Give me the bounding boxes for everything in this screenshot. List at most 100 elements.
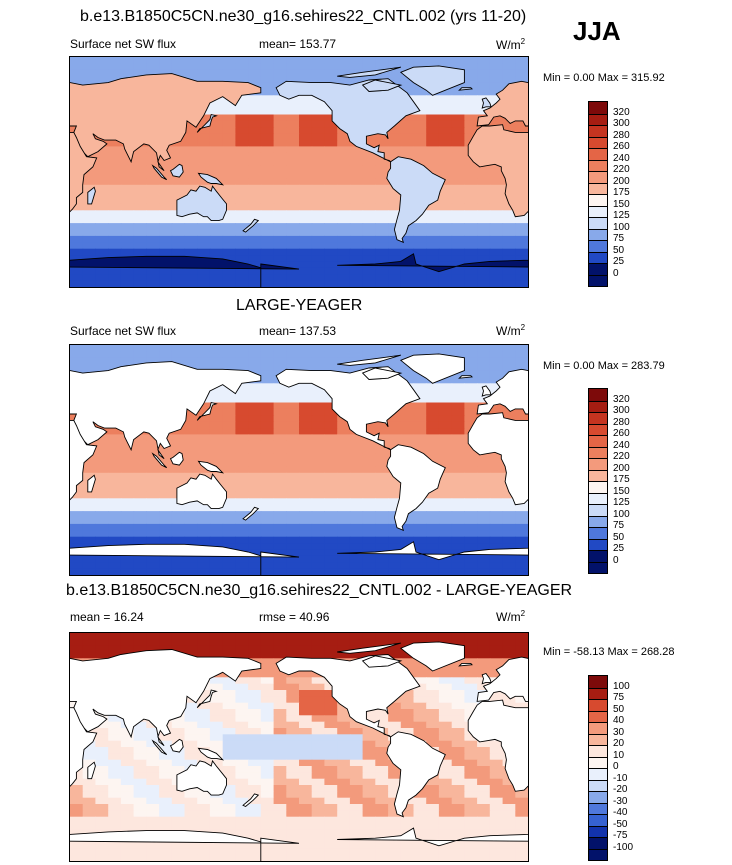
field-cell xyxy=(159,453,173,461)
field-cell xyxy=(184,146,198,154)
field-cell xyxy=(438,785,453,792)
field-cell xyxy=(222,753,236,761)
field-cell xyxy=(159,810,173,818)
field-cell xyxy=(108,530,122,538)
field-cell xyxy=(349,248,364,256)
field-cell xyxy=(260,440,275,448)
field-cell xyxy=(159,759,173,767)
field-cell xyxy=(324,108,338,116)
field-cell xyxy=(248,759,262,767)
colorbar-swatch xyxy=(589,274,607,286)
field-cell xyxy=(451,210,465,218)
field-cell xyxy=(311,696,325,704)
field-cell xyxy=(400,408,415,416)
field-cell xyxy=(82,523,96,531)
field-cell xyxy=(222,447,236,455)
field-cell xyxy=(400,823,415,830)
field-cell xyxy=(273,210,287,218)
field-cell xyxy=(260,63,275,71)
field-cell xyxy=(400,652,415,659)
field-cell xyxy=(438,57,453,64)
field-cell xyxy=(489,178,504,186)
field-cell xyxy=(82,76,96,84)
field-cell xyxy=(235,498,249,506)
field-cell xyxy=(311,702,325,710)
field-cell xyxy=(477,530,491,538)
field-cell xyxy=(324,63,338,71)
field-cell xyxy=(197,536,211,544)
field-cell xyxy=(222,485,236,493)
field-cell xyxy=(209,159,224,167)
field-cell xyxy=(95,172,109,179)
field-cell xyxy=(451,242,465,250)
field-cell xyxy=(146,203,160,211)
field-cell xyxy=(349,242,364,250)
field-cell xyxy=(324,848,338,856)
field-cell xyxy=(171,248,186,256)
field-cell xyxy=(349,466,364,474)
field-cell xyxy=(159,57,173,64)
field-cell xyxy=(235,785,249,792)
field-cell xyxy=(209,57,224,64)
field-cell xyxy=(70,536,84,544)
field-cell xyxy=(273,517,287,525)
field-cell xyxy=(362,159,376,167)
field-cell xyxy=(502,652,516,659)
field-cell xyxy=(375,747,389,754)
field-cell xyxy=(197,57,211,64)
field-cell xyxy=(375,172,389,179)
field-cell xyxy=(248,108,262,116)
field-cell xyxy=(108,734,122,742)
field-cell xyxy=(438,530,453,538)
field-cell xyxy=(502,210,516,218)
field-cell xyxy=(515,543,528,551)
field-cell xyxy=(197,63,211,71)
field-cell xyxy=(362,223,376,231)
field-cell xyxy=(209,235,224,243)
field-cell xyxy=(311,549,325,557)
field-cell xyxy=(209,690,224,697)
field-cell xyxy=(362,555,376,563)
field-cell xyxy=(413,517,427,525)
field-cell xyxy=(260,383,275,391)
field-cell xyxy=(108,466,122,474)
field-cell xyxy=(222,120,236,128)
field-cell xyxy=(438,428,453,436)
field-cell xyxy=(120,772,135,780)
field-cell xyxy=(222,274,236,282)
field-cell xyxy=(413,421,427,429)
field-cell xyxy=(209,804,224,811)
field-cell xyxy=(260,645,275,653)
field-cell xyxy=(108,766,122,773)
field-cell xyxy=(362,345,376,352)
field-cell xyxy=(349,785,364,792)
field-cell xyxy=(159,555,173,563)
field-cell xyxy=(184,447,198,455)
colorbar-tick-label: 25 xyxy=(613,543,625,554)
field-cell xyxy=(299,835,313,843)
field-cell xyxy=(438,671,453,678)
field-cell xyxy=(159,172,173,179)
field-cell xyxy=(159,523,173,531)
field-cell xyxy=(362,633,376,640)
field-cell xyxy=(197,178,211,186)
field-cell xyxy=(184,216,198,224)
field-cell xyxy=(222,133,236,141)
field-cell xyxy=(235,140,249,148)
field-cell xyxy=(362,191,376,199)
field-cell xyxy=(477,229,491,237)
field-cell xyxy=(337,555,351,563)
field-cell xyxy=(286,728,300,735)
field-cell xyxy=(146,453,160,461)
field-cell xyxy=(515,408,528,416)
field-cell xyxy=(426,696,440,704)
field-cell xyxy=(324,504,338,512)
field-cell xyxy=(362,428,376,436)
field-cell xyxy=(311,120,325,128)
field-cell xyxy=(324,785,338,792)
field-cell xyxy=(451,127,465,135)
field-cell xyxy=(197,842,211,849)
field-cell xyxy=(108,223,122,231)
field-cell xyxy=(464,797,478,805)
field-cell xyxy=(349,76,364,84)
